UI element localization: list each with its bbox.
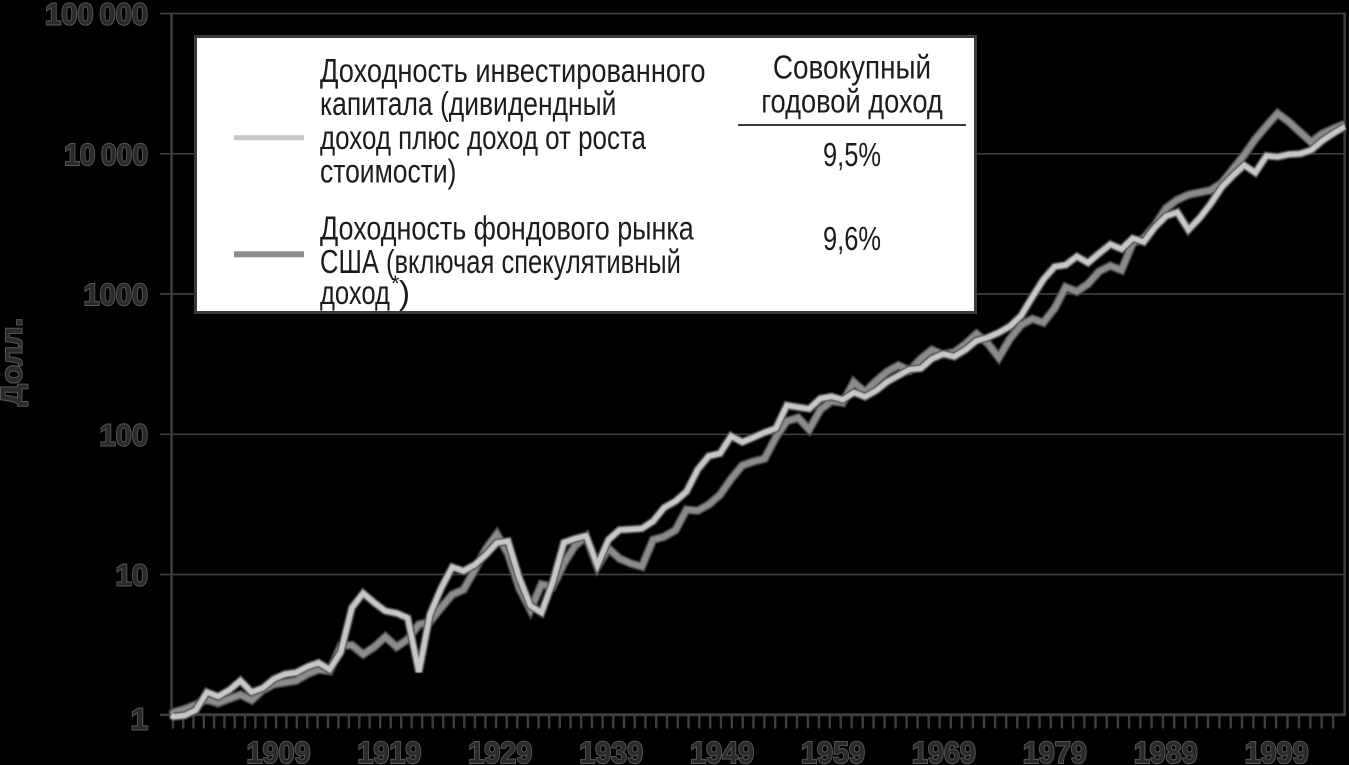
- svg-text:100: 100: [100, 418, 149, 453]
- svg-text:Доходность фондового рынка: Доходность фондового рынка: [320, 209, 694, 246]
- svg-text:10: 10: [116, 558, 149, 593]
- svg-text:1959: 1959: [801, 735, 865, 765]
- svg-text:годовой доход: годовой доход: [761, 82, 943, 119]
- svg-text:1919: 1919: [357, 735, 421, 765]
- svg-text:): ): [399, 274, 410, 311]
- svg-text:9,5%: 9,5%: [823, 136, 881, 173]
- svg-text:Совокупный: Совокупный: [773, 48, 931, 85]
- svg-text:*: *: [391, 271, 400, 296]
- svg-text:10 000: 10 000: [64, 137, 148, 172]
- svg-text:1969: 1969: [912, 735, 976, 765]
- svg-text:1989: 1989: [1134, 735, 1198, 765]
- svg-text:Долл.: Долл.: [0, 318, 29, 406]
- svg-text:США (включая спекулятивный: США (включая спекулятивный: [320, 243, 681, 280]
- svg-text:1979: 1979: [1023, 735, 1087, 765]
- svg-text:стоимости): стоимости): [320, 153, 457, 190]
- svg-text:1: 1: [131, 702, 148, 737]
- svg-text:1000: 1000: [84, 277, 149, 312]
- svg-text:1929: 1929: [468, 735, 532, 765]
- svg-text:Доходность инвестированного: Доходность инвестированного: [320, 52, 706, 89]
- svg-text:доход плюс доход от роста: доход плюс доход от роста: [320, 119, 646, 156]
- svg-text:1999: 1999: [1245, 735, 1309, 765]
- svg-text:1939: 1939: [579, 735, 643, 765]
- svg-text:капитала (дивидендный: капитала (дивидендный: [320, 85, 616, 122]
- svg-text:100 000: 100 000: [45, 0, 148, 32]
- svg-text:1949: 1949: [690, 735, 754, 765]
- svg-text:9,6%: 9,6%: [823, 220, 881, 257]
- svg-text:доход: доход: [320, 274, 390, 311]
- svg-text:1909: 1909: [247, 735, 311, 765]
